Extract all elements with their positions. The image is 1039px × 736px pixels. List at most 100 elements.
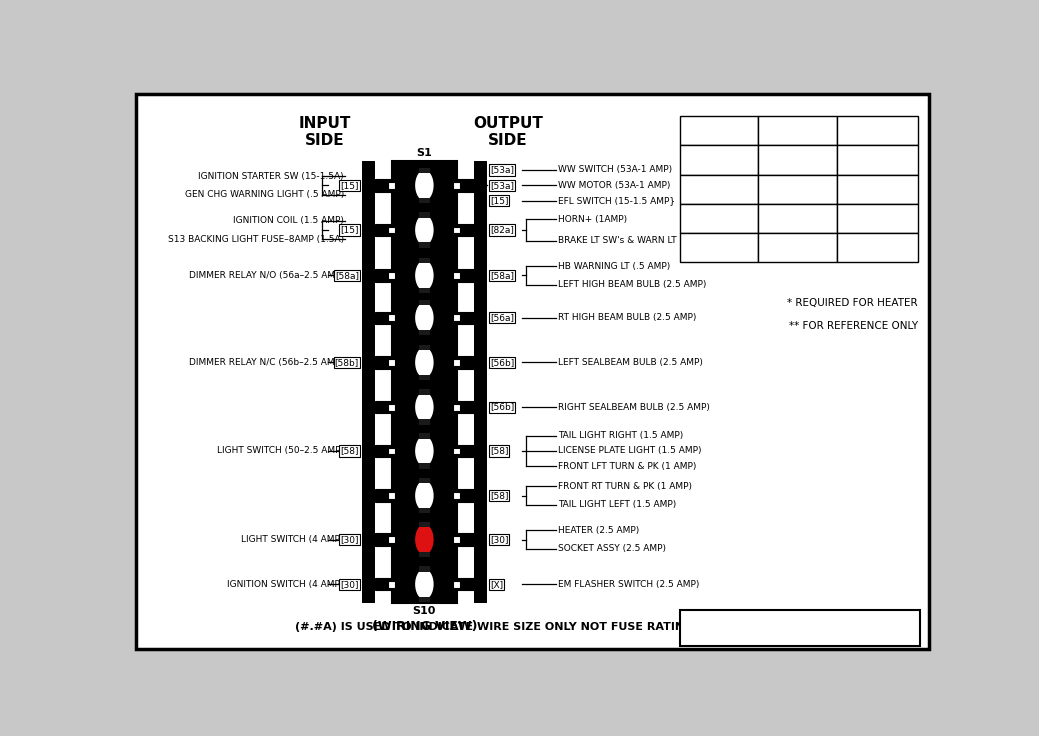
Text: EFL SWITCH (15-1.5 AMP}: EFL SWITCH (15-1.5 AMP} xyxy=(558,197,674,205)
Bar xyxy=(453,447,460,454)
Bar xyxy=(453,489,474,502)
Text: S13 BACKING LIGHT FUSE–8AMP (1.5A): S13 BACKING LIGHT FUSE–8AMP (1.5A) xyxy=(167,235,344,244)
Bar xyxy=(419,212,430,218)
Text: FRONT LFT TURN & PK (1 AMP): FRONT LFT TURN & PK (1 AMP) xyxy=(558,462,696,471)
Text: [15]: [15] xyxy=(341,225,358,235)
Text: 16 AMPS: 16 AMPS xyxy=(773,184,822,194)
Bar xyxy=(389,359,395,366)
Text: [82a]: [82a] xyxy=(489,225,513,235)
Bar xyxy=(419,567,430,572)
Text: LIGHT SWITCH (50–2.5 AMP): LIGHT SWITCH (50–2.5 AMP) xyxy=(217,447,344,456)
Bar xyxy=(419,522,430,527)
Text: TAIL LIGHT RIGHT (1.5 AMP): TAIL LIGHT RIGHT (1.5 AMP) xyxy=(558,431,683,440)
Bar xyxy=(419,434,430,439)
Text: [58b]: [58b] xyxy=(335,358,358,367)
Bar xyxy=(474,160,486,603)
Bar xyxy=(389,182,395,189)
Bar xyxy=(419,300,430,305)
Text: [53a]: [53a] xyxy=(489,181,514,190)
Bar xyxy=(419,242,430,248)
Bar xyxy=(453,224,474,236)
Bar xyxy=(375,489,395,502)
Bar xyxy=(453,403,460,411)
Text: LICENSE PLATE LIGHT (1.5 AMP): LICENSE PLATE LIGHT (1.5 AMP) xyxy=(558,447,701,456)
Ellipse shape xyxy=(415,169,434,202)
Bar xyxy=(757,116,836,145)
Ellipse shape xyxy=(415,214,434,246)
Bar xyxy=(389,272,395,279)
Text: FUSE: FUSE xyxy=(702,126,735,135)
Text: [58]: [58] xyxy=(489,491,508,500)
Text: [53a]: [53a] xyxy=(489,166,514,174)
Bar xyxy=(681,610,921,645)
Bar xyxy=(419,198,430,203)
Text: INPUT
SIDE: INPUT SIDE xyxy=(299,116,351,149)
Text: WHITE: WHITE xyxy=(859,213,896,224)
Text: RIGHT SEALBEAM BULB (2.5 AMP): RIGHT SEALBEAM BULB (2.5 AMP) xyxy=(558,403,710,411)
Bar xyxy=(453,445,474,457)
Bar xyxy=(419,344,430,350)
Text: [30]: [30] xyxy=(489,535,508,544)
Bar xyxy=(453,182,460,189)
Bar xyxy=(375,224,395,236)
Text: (#.#A) IS USED TO INDICATE WIRE SIZE ONLY NOT FUSE RATING: (#.#A) IS USED TO INDICATE WIRE SIZE ONL… xyxy=(295,623,693,632)
Ellipse shape xyxy=(415,302,434,334)
Bar xyxy=(757,233,836,262)
Text: IGNITION COIL (1.5 AMP): IGNITION COIL (1.5 AMP) xyxy=(233,216,344,225)
Bar xyxy=(389,581,395,587)
Bar xyxy=(375,578,395,590)
Text: [X]: [X] xyxy=(489,580,503,589)
Text: LEFT HIGH BEAM BULB (2.5 AMP): LEFT HIGH BEAM BULB (2.5 AMP) xyxy=(558,280,707,289)
Text: 3 AMPS: 3 AMPS xyxy=(776,155,818,165)
Ellipse shape xyxy=(415,435,434,467)
Bar xyxy=(453,492,460,499)
Text: [15]: [15] xyxy=(341,181,358,190)
Text: ORG (RED): ORG (RED) xyxy=(847,184,908,194)
Bar xyxy=(453,272,460,279)
Text: S9*: S9* xyxy=(709,184,728,194)
Bar xyxy=(389,536,395,543)
Text: GEN CHG WARNING LIGHT (.5 AMP): GEN CHG WARNING LIGHT (.5 AMP) xyxy=(185,190,344,199)
Bar xyxy=(389,447,395,454)
Bar xyxy=(419,168,430,173)
Text: SOCKET ASSY (2.5 AMP): SOCKET ASSY (2.5 AMP) xyxy=(558,545,666,553)
Bar xyxy=(453,227,460,233)
Text: HEATER (2.5 AMP): HEATER (2.5 AMP) xyxy=(558,526,639,535)
Bar xyxy=(419,478,430,484)
Bar xyxy=(375,445,395,457)
Text: WW MOTOR (53A-1 AMP): WW MOTOR (53A-1 AMP) xyxy=(558,181,670,190)
Bar xyxy=(419,552,430,557)
Ellipse shape xyxy=(415,259,434,291)
Text: [56b]: [56b] xyxy=(489,403,514,411)
Text: [58]: [58] xyxy=(489,447,508,456)
Bar xyxy=(453,314,460,321)
Text: FUSE BLOCK DETAIL: FUSE BLOCK DETAIL xyxy=(707,619,894,637)
Text: NOT USED**: NOT USED** xyxy=(685,243,753,252)
Ellipse shape xyxy=(415,479,434,512)
Text: 8 AMPS: 8 AMPS xyxy=(776,213,818,224)
Bar xyxy=(375,534,395,545)
Bar xyxy=(757,145,836,174)
Text: AMPERAGE: AMPERAGE xyxy=(763,126,832,135)
Text: 25 AMPS: 25 AMPS xyxy=(773,243,822,252)
Text: FRONT RT TURN & PK (1 AMP): FRONT RT TURN & PK (1 AMP) xyxy=(558,482,692,491)
Bar xyxy=(757,174,836,204)
Ellipse shape xyxy=(415,346,434,378)
Text: HORN+ (1AMP): HORN+ (1AMP) xyxy=(558,215,627,224)
Bar xyxy=(419,330,430,336)
Text: OUTPUT
SIDE: OUTPUT SIDE xyxy=(473,116,543,149)
Bar xyxy=(681,116,757,145)
Bar xyxy=(681,233,757,262)
Bar xyxy=(375,311,395,324)
Text: EM FLASHER SWITCH (2.5 AMP): EM FLASHER SWITCH (2.5 AMP) xyxy=(558,580,699,589)
Text: WW SWITCH (53A-1 AMP): WW SWITCH (53A-1 AMP) xyxy=(558,166,672,174)
Text: S1: S1 xyxy=(417,148,432,158)
Text: IGNITION SWITCH (4 AMP): IGNITION SWITCH (4 AMP) xyxy=(228,580,344,589)
Text: [58a]: [58a] xyxy=(489,271,514,280)
Bar xyxy=(419,463,430,469)
Text: TAIL LIGHT LEFT (1.5 AMP): TAIL LIGHT LEFT (1.5 AMP) xyxy=(558,500,676,509)
Bar xyxy=(419,508,430,514)
Text: WHITE: WHITE xyxy=(859,155,896,165)
Bar xyxy=(453,581,460,587)
Bar xyxy=(419,596,430,602)
